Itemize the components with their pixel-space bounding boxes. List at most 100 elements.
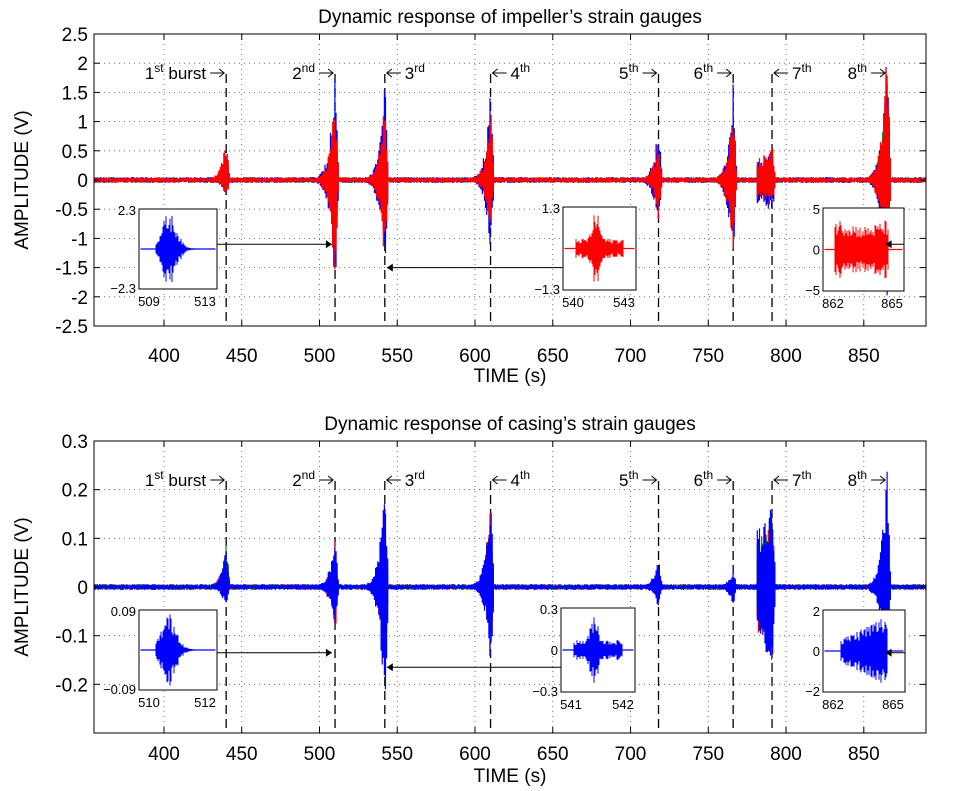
inset-ymin-label: −5	[805, 283, 820, 298]
burst-label-text: 5th	[619, 468, 638, 490]
y-tick-label: -2.5	[55, 317, 88, 338]
burst-number: 3	[405, 64, 414, 83]
right-arrow-head	[218, 68, 225, 78]
inset-ymid-label: 0	[551, 643, 558, 658]
inset-xmin-label: 510	[138, 695, 160, 710]
connector-arrow-head	[885, 648, 892, 657]
x-tick-label: 850	[848, 744, 880, 765]
burst-label-text: 3rd	[405, 61, 425, 83]
inset-trace	[564, 215, 635, 282]
burst-label: 8th	[848, 468, 886, 490]
burst-ordinal: th	[520, 61, 530, 75]
y-tick-label: 0	[77, 578, 88, 599]
inset-3: 2 −2 0 862 865	[805, 604, 906, 712]
burst-number: 2	[292, 64, 301, 83]
right-arrow-head	[725, 475, 732, 485]
burst-label: 7th	[773, 468, 812, 490]
x-tick-label: 450	[226, 744, 258, 765]
left-arrow-head	[491, 475, 498, 485]
x-tick-label: 400	[148, 744, 180, 765]
inset-xmax-label: 865	[882, 697, 904, 712]
x-tick-label: 750	[692, 744, 724, 765]
y-tick-label: -1.5	[55, 259, 88, 280]
y-tick-label: -2	[71, 288, 88, 309]
burst-label: 6th	[694, 61, 732, 83]
burst-ordinal: th	[802, 468, 812, 482]
y-tick-label: 0.1	[62, 529, 88, 550]
series-red-trace	[94, 67, 926, 292]
inset-ymid-label: 0	[813, 644, 820, 659]
burst-number: 6	[694, 64, 703, 83]
burst-number: 4	[511, 471, 520, 490]
y-axis-label: AMPLITUDE (V)	[12, 110, 33, 249]
inset-ymin-label: −1.3	[534, 282, 560, 297]
burst-number: 5	[619, 471, 628, 490]
burst-label-text: 8th	[848, 468, 867, 490]
y-tick-label: -0.1	[55, 627, 88, 648]
inset-xmax-label: 543	[613, 295, 635, 310]
x-tick-label: 600	[459, 744, 491, 765]
burst-label-text: 7th	[792, 468, 811, 490]
inset-ymax-label: 0.3	[540, 602, 558, 617]
inset-ymid-label: 0	[813, 243, 820, 258]
burst-label: 1st burst	[145, 468, 225, 490]
burst-number: 5	[619, 64, 628, 83]
signal-traces	[94, 67, 926, 296]
inset-ymin-label: −2	[805, 684, 820, 699]
inset-xmax-label: 865	[881, 296, 903, 311]
burst-label: 5th	[619, 468, 658, 490]
y-axis-label: AMPLITUDE (V)	[12, 517, 33, 656]
left-arrow-head	[386, 68, 393, 78]
x-tick-label: 800	[770, 744, 802, 765]
x-tick-label: 750	[692, 346, 724, 367]
burst-ordinal: th	[857, 61, 867, 75]
right-arrow-head	[879, 68, 886, 78]
inset-ymax-label: 1.3	[542, 201, 560, 216]
inset-trace	[140, 215, 216, 283]
burst-label-text: 3rd	[405, 468, 425, 490]
x-tick-label: 800	[770, 346, 802, 367]
burst-ordinal: th	[629, 468, 639, 482]
burst-number: 3	[405, 471, 414, 490]
inset-ymin-label: −0.3	[532, 684, 558, 699]
x-tick-label: 700	[615, 744, 647, 765]
burst-label-text: 1st burst	[145, 61, 207, 83]
series-green-trace	[94, 517, 926, 631]
left-arrow-head	[773, 475, 780, 485]
burst-label-text: 2nd	[292, 61, 315, 83]
inset-3: 5 −5 0 862 865	[805, 202, 905, 311]
burst-ordinal: nd	[302, 468, 315, 482]
y-tick-label: 0.5	[62, 142, 88, 163]
burst-ordinal: th	[629, 61, 639, 75]
inset-ymax-label: 5	[813, 202, 820, 217]
inset-trace	[562, 617, 634, 683]
inset-xmin-label: 862	[822, 296, 844, 311]
burst-ordinal: rd	[414, 61, 425, 75]
inset-trace	[140, 614, 216, 686]
burst-number: 1	[145, 64, 154, 83]
inset-trace	[824, 220, 903, 279]
inset-ymax-label: 2	[813, 604, 820, 619]
chart-title: Dynamic response of impeller’s strain ga…	[318, 7, 702, 28]
burst-label-text: 6th	[694, 468, 713, 490]
x-axis-label: TIME (s)	[474, 366, 547, 387]
inset-xmin-label: 541	[560, 697, 582, 712]
burst-number: 8	[848, 471, 857, 490]
inset-xmax-label: 513	[194, 294, 216, 309]
burst-label-text: 2nd	[292, 468, 315, 490]
y-tick-label: 0.2	[62, 481, 88, 502]
x-tick-label: 600	[459, 346, 491, 367]
x-tick-label: 850	[848, 346, 880, 367]
chart-title: Dynamic response of casing’s strain gaug…	[324, 414, 695, 435]
burst-number: 4	[511, 64, 520, 83]
burst-label-text: 7th	[792, 61, 811, 83]
burst-number: 8	[848, 64, 857, 83]
signal-traces	[94, 471, 926, 690]
x-tick-label: 550	[381, 744, 413, 765]
burst-label-text: 5th	[619, 61, 638, 83]
burst-label: 4th	[491, 61, 530, 83]
burst-label: 7th	[773, 61, 812, 83]
inset-xmax-label: 542	[612, 697, 634, 712]
y-tick-label: 1	[77, 113, 88, 134]
